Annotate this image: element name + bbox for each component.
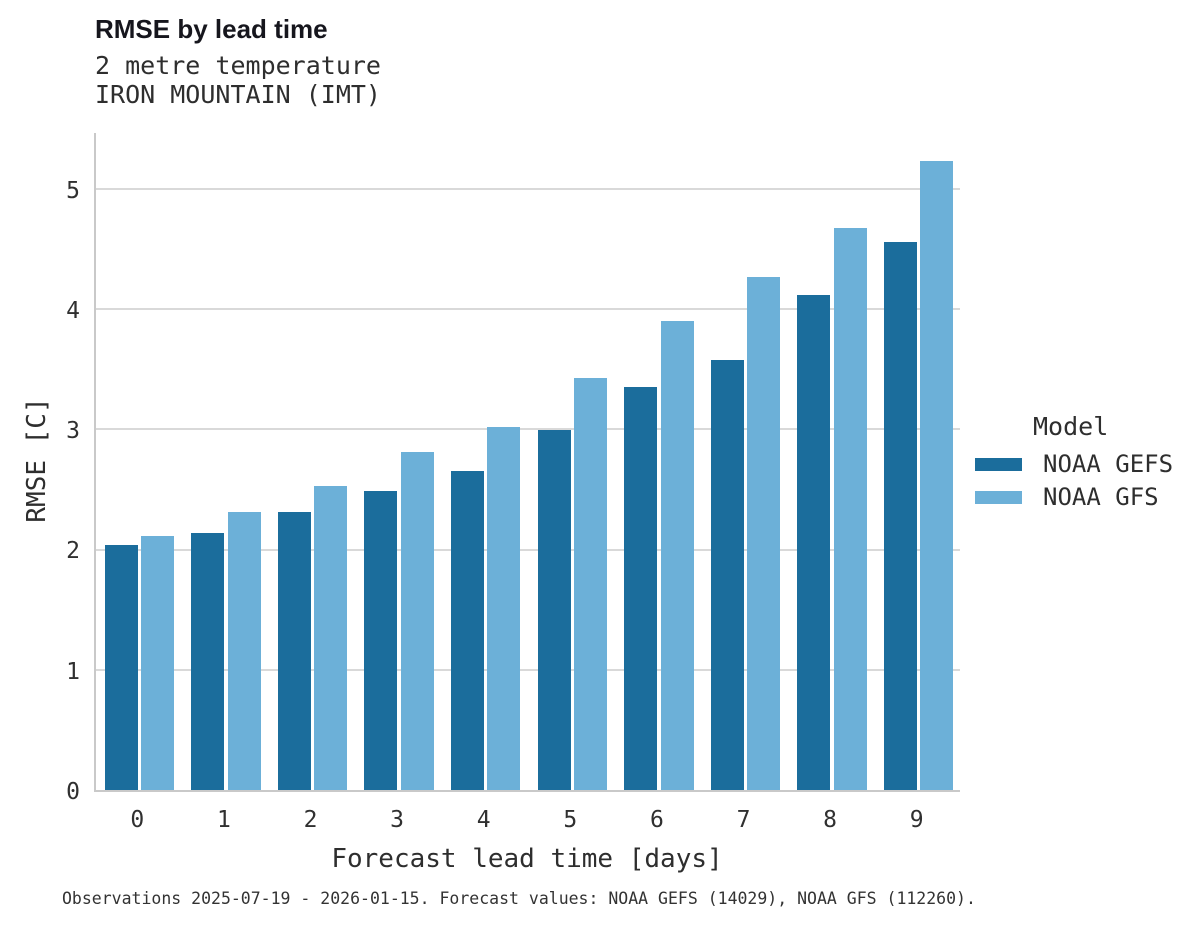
y-tick-label: 4 <box>66 297 80 324</box>
gridline <box>96 668 960 671</box>
x-tick-label: 0 <box>130 807 145 833</box>
bar-noaa-gfs-lead-2 <box>314 485 348 790</box>
legend-item-noaa-gfs: NOAA GFS <box>975 483 1173 511</box>
bar-noaa-gefs-lead-2 <box>277 512 311 790</box>
subtitle-station: IRON MOUNTAIN (IMT) <box>95 80 381 109</box>
bar-noaa-gefs-lead-7 <box>710 359 744 790</box>
legend-title: Model <box>1033 412 1109 441</box>
y-tick-label: 5 <box>66 177 80 204</box>
y-tick-label: 0 <box>66 779 80 805</box>
legend: Model NOAA GEFS NOAA GFS <box>975 413 1173 517</box>
x-tick-label: 7 <box>736 807 751 833</box>
legend-swatch-noaa-gefs <box>975 457 1022 471</box>
bar-noaa-gefs-lead-0 <box>104 544 138 790</box>
x-tick-label: 9 <box>909 807 924 833</box>
y-tick-label: 2 <box>66 538 80 565</box>
legend-label: NOAA GEFS <box>1043 450 1174 478</box>
bar-noaa-gfs-lead-7 <box>747 276 781 790</box>
y-tick-label: 3 <box>66 418 80 445</box>
gridline <box>96 187 960 190</box>
x-tick-label: 3 <box>390 807 405 833</box>
chart-header: RMSE by lead time 2 metre temperature IR… <box>95 14 381 109</box>
footer-caption: Observations 2025-07-19 - 2026-01-15. Fo… <box>62 889 976 908</box>
bar-noaa-gefs-lead-9 <box>884 241 917 790</box>
subtitle-variable: 2 metre temperature <box>95 51 381 80</box>
bar-noaa-gfs-lead-5 <box>574 377 607 790</box>
x-tick-label: 6 <box>649 807 664 833</box>
bar-noaa-gfs-lead-8 <box>833 228 867 790</box>
chart-title: RMSE by lead time <box>95 14 328 44</box>
bar-noaa-gfs-lead-6 <box>660 321 694 790</box>
x-tick-label: 2 <box>303 807 318 833</box>
x-tick-label: 4 <box>476 807 491 833</box>
bar-noaa-gefs-lead-4 <box>451 471 484 790</box>
bar-noaa-gefs-lead-8 <box>797 294 831 790</box>
x-tick-label: 5 <box>563 807 578 833</box>
chart-subtitle: 2 metre temperature IRON MOUNTAIN (IMT) <box>95 51 381 109</box>
bar-noaa-gfs-lead-9 <box>920 161 954 790</box>
bar-noaa-gfs-lead-0 <box>141 536 174 790</box>
x-tick-label: 1 <box>216 807 231 833</box>
bar-noaa-gefs-lead-5 <box>537 430 571 790</box>
gridline <box>96 307 960 310</box>
plot-area <box>94 133 960 792</box>
bar-noaa-gfs-lead-1 <box>227 512 261 790</box>
legend-swatch-noaa-gfs <box>975 490 1022 504</box>
x-axis-tick-labels: 0 1 2 3 4 5 6 7 8 9 <box>94 806 960 836</box>
bar-noaa-gfs-lead-4 <box>487 426 521 790</box>
x-tick-label: 8 <box>823 807 838 833</box>
bar-noaa-gefs-lead-6 <box>624 387 658 790</box>
y-axis-tick-labels: 0 1 2 3 4 5 <box>0 133 80 805</box>
bar-noaa-gefs-lead-3 <box>364 490 398 790</box>
legend-label: NOAA GFS <box>1043 483 1159 511</box>
bar-noaa-gfs-lead-3 <box>400 452 434 790</box>
y-tick-label: 1 <box>66 658 80 685</box>
legend-item-noaa-gefs: NOAA GEFS <box>975 450 1174 478</box>
gridline <box>96 548 960 551</box>
x-axis-title: Forecast lead time [days] <box>331 844 723 874</box>
gridline <box>96 428 960 431</box>
bar-noaa-gefs-lead-1 <box>191 532 225 790</box>
